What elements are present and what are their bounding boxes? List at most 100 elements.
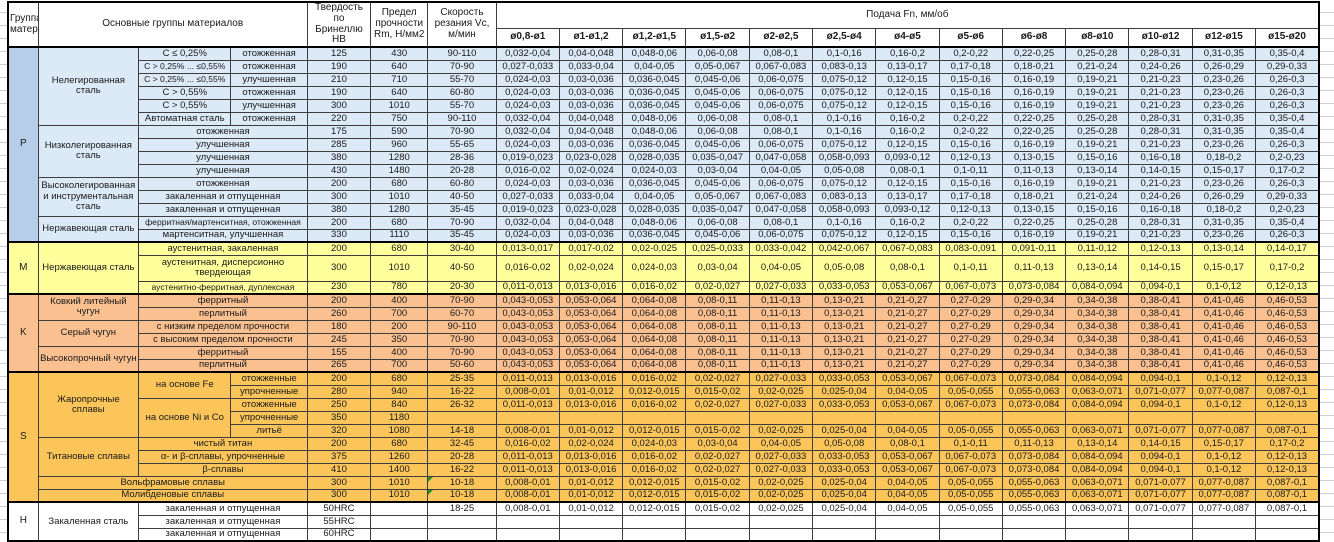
cell-feed-7[interactable]: 0,27-0,29	[938, 345, 1003, 360]
cell-feed-11[interactable]: 0,1-0,12	[1191, 449, 1257, 464]
cell-feed-3[interactable]: 0,015-0,02	[685, 501, 750, 516]
cell-feed-3[interactable]: 0,015-0,02	[685, 384, 750, 399]
cell-feed-6[interactable]: 0,093-0,12	[875, 150, 940, 165]
cell-speed[interactable]: 70-90	[427, 59, 497, 74]
cell-feed-2[interactable]: 0,024-0,03	[622, 163, 687, 178]
cell-material[interactable]: Серый чугун	[37, 319, 140, 347]
cell-feed-10[interactable]: 0,21-0,23	[1128, 98, 1193, 113]
cell-material[interactable]: на основе Ni и Co	[138, 397, 232, 438]
cell-feed-4[interactable]: 0,08-0,1	[748, 111, 814, 126]
cell-material[interactable]: ферритный	[138, 345, 308, 360]
cell-feed-0[interactable]: 0,032-0,04	[495, 124, 560, 139]
cell-feed-3[interactable]: 0,06-0,08	[685, 111, 750, 126]
cell-speed[interactable]: 55-70	[427, 98, 497, 113]
cell-feed-2[interactable]: 0,02-0,025	[622, 241, 687, 256]
cell-feed-7[interactable]: 0,27-0,29	[938, 293, 1003, 308]
cell-material[interactable]: Титановые сплавы	[37, 436, 140, 477]
cell-material[interactable]: C > 0,25% ... ≤0,55%	[138, 59, 232, 74]
cell-feed-0[interactable]: 0,019-0,023	[495, 202, 560, 217]
cell-feed-8[interactable]: 0,13-0,15	[1001, 150, 1067, 165]
cell-feed-10[interactable]: 0,071-0,077	[1128, 475, 1193, 490]
cell-feed-8[interactable]: 0,055-0,063	[1001, 475, 1067, 490]
cell-material[interactable]: на основе Fe	[138, 371, 232, 399]
header-strength[interactable]: Предел прочности Rm, Н/мм2	[370, 1, 429, 48]
cell-strength[interactable]: 1400	[370, 462, 429, 477]
cell-feed-2[interactable]: 0,064-0,08	[622, 332, 687, 347]
cell-feed-3[interactable]: 0,08-0,11	[685, 319, 750, 334]
cell-feed-0[interactable]: 0,016-0,02	[495, 436, 560, 451]
header-diameter-12[interactable]: ø15-ø20	[1255, 28, 1320, 48]
cell-hardness[interactable]: 190	[306, 85, 372, 100]
cell-feed-2[interactable]: 0,064-0,08	[622, 345, 687, 360]
cell-feed-3[interactable]: 0,02-0,027	[685, 371, 750, 386]
cell-feed-10[interactable]: 0,071-0,077	[1128, 501, 1193, 516]
cell-feed-7[interactable]: 0,05-0,055	[938, 501, 1003, 516]
cell-feed-5[interactable]: 0,025-0,04	[812, 475, 877, 490]
cell-feed-4[interactable]: 0,027-0,033	[748, 462, 814, 477]
cell-feed-11[interactable]: 0,41-0,46	[1191, 345, 1257, 360]
cell-feed-6[interactable]: 0,21-0,27	[875, 293, 940, 308]
cell-feed-12[interactable]: 0,35-0,4	[1255, 124, 1320, 139]
cell-feed-10[interactable]	[1128, 410, 1193, 425]
cell-material[interactable]: Высоколегированная и инструментальная ст…	[37, 176, 140, 217]
cell-feed-6[interactable]: 0,16-0,2	[875, 215, 940, 230]
cell-feed-7[interactable]: 0,05-0,055	[938, 384, 1003, 399]
cell-material[interactable]: C ≤ 0,25%	[138, 46, 232, 61]
cell-feed-10[interactable]: 0,094-0,1	[1128, 462, 1193, 477]
cell-speed[interactable]: 35-45	[427, 228, 497, 243]
cell-feed-11[interactable]: 0,077-0,087	[1191, 423, 1257, 438]
cell-material[interactable]: отожженные	[230, 371, 308, 386]
cell-feed-12[interactable]: 0,46-0,53	[1255, 319, 1320, 334]
cell-feed-1[interactable]: 0,013-0,016	[558, 462, 624, 477]
cell-feed-7[interactable]: 0,067-0,073	[938, 397, 1003, 412]
cell-feed-10[interactable]: 0,21-0,23	[1128, 137, 1193, 152]
cell-feed-2[interactable]: 0,036-0,045	[622, 228, 687, 243]
cell-feed-8[interactable]: 0,16-0,19	[1001, 137, 1067, 152]
cell-feed-7[interactable]: 0,067-0,073	[938, 371, 1003, 386]
cell-feed-9[interactable]: 0,34-0,38	[1065, 345, 1130, 360]
cell-feed-1[interactable]: 0,053-0,064	[558, 319, 624, 334]
cell-feed-1[interactable]: 0,01-0,012	[558, 423, 624, 438]
header-diameter-2[interactable]: ø1,2-ø1,5	[622, 28, 687, 48]
cell-speed[interactable]: 14-18	[427, 423, 497, 438]
cell-feed-4[interactable]: 0,04-0,05	[748, 436, 814, 451]
cell-feed-3[interactable]: 0,035-0,047	[685, 202, 750, 217]
cell-feed-8[interactable]: 0,073-0,084	[1001, 397, 1067, 412]
cell-feed-4[interactable]: 0,06-0,075	[748, 228, 814, 243]
cell-feed-4[interactable]: 0,06-0,075	[748, 98, 814, 113]
cell-feed-0[interactable]: 0,011-0,013	[495, 462, 560, 477]
cell-feed-3[interactable]: 0,025-0,033	[685, 241, 750, 256]
cell-material[interactable]: Жаропрочные сплавы	[37, 371, 140, 438]
cell-material[interactable]: улучшенная	[138, 163, 308, 178]
cell-feed-7[interactable]: 0,15-0,16	[938, 137, 1003, 152]
cell-material[interactable]: ферритная/мартенситная, отожженная	[138, 215, 308, 230]
cell-feed-5[interactable]	[812, 410, 877, 425]
cell-feed-7[interactable]: 0,27-0,29	[938, 358, 1003, 373]
cell-feed-7[interactable]: 0,2-0,22	[938, 215, 1003, 230]
cell-feed-5[interactable]: 0,075-0,12	[812, 98, 877, 113]
cell-feed-12[interactable]: 0,17-0,2	[1255, 436, 1320, 451]
cell-feed-5[interactable]: 0,13-0,21	[812, 319, 877, 334]
cell-feed-11[interactable]: 0,18-0,2	[1191, 202, 1257, 217]
cell-feed-8[interactable]: 0,22-0,25	[1001, 46, 1067, 61]
cell-feed-11[interactable]: 0,41-0,46	[1191, 319, 1257, 334]
cell-strength[interactable]: 1280	[370, 202, 429, 217]
cell-feed-5[interactable]: 0,033-0,053	[812, 371, 877, 386]
cell-feed-7[interactable]: 0,2-0,22	[938, 124, 1003, 139]
cell-feed-11[interactable]: 0,077-0,087	[1191, 475, 1257, 490]
cell-feed-1[interactable]: 0,01-0,012	[558, 384, 624, 399]
cell-feed-8[interactable]: 0,16-0,19	[1001, 85, 1067, 100]
cell-material[interactable]: α- и β-сплавы, упрочненные	[138, 449, 308, 464]
cell-feed-8[interactable]: 0,22-0,25	[1001, 111, 1067, 126]
cell-material[interactable]: ферритный	[138, 293, 308, 308]
cell-feed-8[interactable]: 0,22-0,25	[1001, 215, 1067, 230]
cell-material[interactable]: отожженные	[230, 397, 308, 412]
cell-feed-8[interactable]: 0,29-0,34	[1001, 358, 1067, 373]
cell-feed-10[interactable]: 0,28-0,31	[1128, 215, 1193, 230]
cell-feed-4[interactable]: 0,06-0,075	[748, 72, 814, 87]
cell-material[interactable]: Автоматная сталь	[138, 111, 232, 126]
cell-feed-11[interactable]: 0,31-0,35	[1191, 124, 1257, 139]
cell-speed[interactable]: 55-70	[427, 72, 497, 87]
cell-feed-11[interactable]: 0,077-0,087	[1191, 384, 1257, 399]
cell-feed-9[interactable]: 0,15-0,16	[1065, 150, 1130, 165]
